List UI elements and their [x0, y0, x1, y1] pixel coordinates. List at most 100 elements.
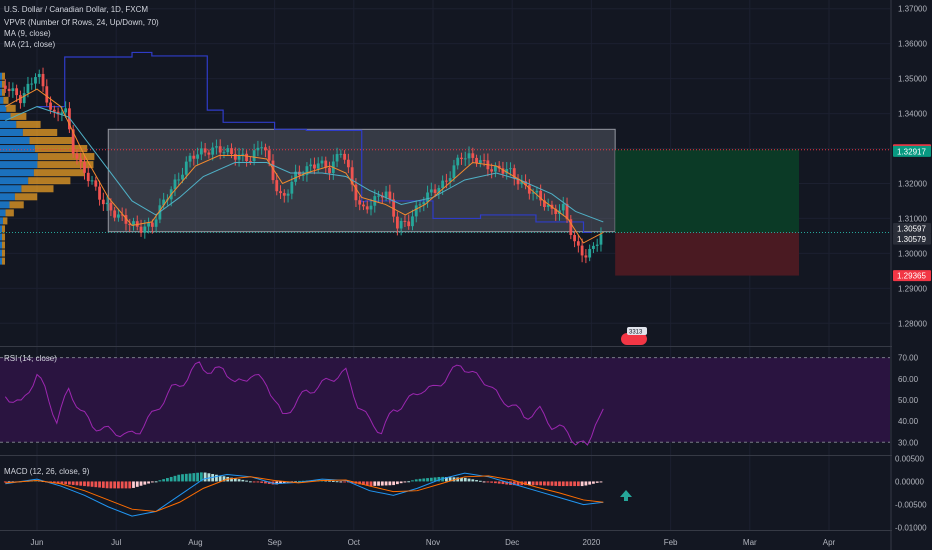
candle-body — [71, 129, 75, 154]
vpvr-down — [37, 153, 95, 161]
rsi-panel — [0, 357, 890, 446]
macd-histogram-bar — [117, 481, 120, 489]
vpvr-down — [2, 233, 5, 241]
candle-body — [543, 200, 546, 207]
candle-body — [150, 222, 154, 227]
macd-histogram-bar — [83, 481, 86, 487]
macd-histogram-bar — [445, 477, 448, 482]
candle-body — [105, 202, 109, 205]
macd-histogram-bar — [184, 473, 188, 482]
candle-body — [162, 199, 166, 206]
candle-body — [369, 205, 373, 210]
candle-body — [184, 161, 188, 175]
macd-histogram-bar — [558, 481, 561, 487]
candle-body — [354, 184, 358, 201]
macd-histogram-bar — [177, 474, 181, 482]
macd-histogram-bar — [527, 481, 531, 486]
price-tick: 1.30000 — [898, 249, 927, 258]
macd-histogram-bar — [132, 481, 135, 488]
candle-body — [230, 148, 233, 155]
candle-body — [384, 191, 388, 198]
event-marker[interactable]: 3313 — [621, 327, 647, 345]
rsi-line — [4, 361, 604, 446]
price-tick: 1.37000 — [898, 5, 927, 14]
candle-body — [117, 214, 120, 218]
macd-histogram-bar — [535, 481, 539, 486]
vpvr-down — [29, 137, 74, 145]
vpvr-up — [0, 169, 34, 177]
candle-body — [478, 160, 482, 164]
macd-histogram-bar — [245, 480, 248, 482]
candle-body — [535, 190, 539, 193]
macd-histogram-bar — [573, 481, 576, 487]
vpvr-down — [33, 169, 85, 177]
macd-histogram-bar — [418, 478, 422, 482]
candle-body — [30, 83, 34, 85]
candle-body — [60, 112, 64, 115]
candle-body — [520, 181, 524, 185]
vpvr-up — [0, 177, 29, 185]
candle-body — [173, 179, 177, 190]
candle-body — [580, 245, 584, 256]
macd-histogram-bar — [395, 481, 399, 485]
legend-ma9[interactable]: MA (9, close) — [4, 29, 51, 38]
candle-body — [49, 102, 52, 110]
candle-body — [441, 180, 445, 189]
candle-body — [490, 169, 494, 172]
legend-vpvr[interactable]: VPVR (Number Of Rows, 24, Up/Down, 70) — [4, 18, 159, 27]
macd-histogram-bar — [113, 481, 117, 489]
candle-body — [128, 223, 132, 226]
macd-histogram-bar — [233, 478, 237, 482]
rsi-label[interactable]: RSI (14, close) — [4, 354, 57, 363]
candle-body — [350, 167, 354, 185]
macd-histogram-bar — [343, 481, 347, 483]
macd-tick: -0.01000 — [895, 524, 927, 533]
candle-body — [143, 226, 147, 233]
candle-body — [226, 148, 230, 153]
candle-body — [3, 85, 7, 89]
price-tick: 1.32000 — [898, 179, 927, 188]
macd-histogram-bar — [143, 481, 147, 485]
macd-tick: 0.00000 — [895, 477, 924, 486]
candle-body — [576, 241, 580, 246]
price-tick: 1.35000 — [898, 75, 927, 84]
candle-body — [22, 93, 26, 104]
vpvr-up — [0, 112, 11, 120]
macd-histogram-bar — [475, 480, 478, 482]
macd-histogram-bar — [252, 481, 256, 483]
vpvr-up — [0, 137, 30, 145]
legend-ma21[interactable]: MA (21, close) — [4, 40, 56, 49]
macd-histogram-bar — [188, 473, 192, 482]
vpvr-down — [10, 112, 27, 120]
time-label: Nov — [426, 538, 440, 547]
macd-histogram-bar — [150, 481, 154, 483]
macd-label[interactable]: MACD (12, 26, close, 9) — [4, 467, 90, 476]
candle-body — [18, 95, 22, 104]
candle-body — [241, 153, 245, 155]
vwap-line — [37, 51, 592, 234]
chart-title: U.S. Dollar / Canadian Dollar, 1D, FXCM — [4, 5, 149, 14]
macd-histogram-bar — [505, 481, 509, 485]
macd-histogram-bar — [588, 481, 592, 485]
candle-body — [328, 167, 331, 174]
candle-body — [437, 188, 441, 194]
time-label: Feb — [664, 538, 678, 547]
candle-body — [497, 165, 501, 169]
macd-histogram-bar — [3, 481, 7, 483]
macd-histogram-bar — [105, 481, 109, 489]
candle-body — [445, 180, 448, 182]
candle-body — [90, 180, 94, 182]
candle-body — [573, 235, 576, 242]
macd-histogram-bar — [90, 481, 94, 487]
macd-tick: 0.00500 — [895, 454, 924, 463]
vpvr-up — [0, 225, 2, 233]
macd-histogram-bar — [75, 481, 79, 486]
candle-body — [37, 73, 41, 78]
vwap-path — [37, 51, 592, 234]
candle-body — [561, 203, 565, 211]
candle-body — [505, 168, 509, 174]
vpvr-down — [5, 209, 14, 217]
candle-body — [509, 168, 512, 170]
macd-panel — [3, 472, 632, 517]
